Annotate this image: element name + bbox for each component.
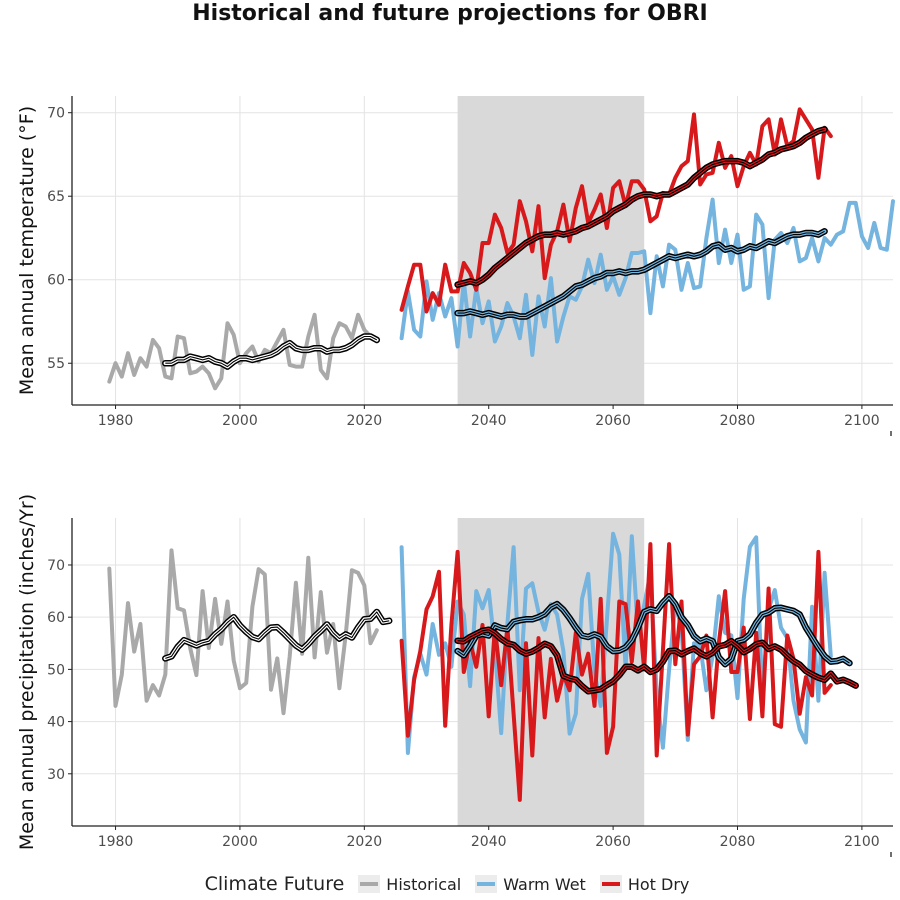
chart-canvas: 1980 2000 2020 2040 2060 2080 2100 55 60 65 70 Mean… [16,96,895,857]
legend-key-warm-wet [475,875,498,893]
warm-wet-smoothed-line [457,595,850,665]
x-tick-label: 2060 [595,413,631,429]
y-tick-label: 55 [47,356,65,372]
x-tick-label: 2000 [222,413,258,429]
x-tick-label: 1980 [98,834,134,850]
legend-key-historical [358,875,381,893]
legend-item-warm-wet: Warm Wet [475,875,586,894]
panel-1: 1980 2000 2020 2040 2060 2080 2100 55 60 65 70 Mean… [16,96,895,436]
hot-dry-smoothed-line [457,128,825,286]
historical-smoothed-line [165,611,390,659]
x-tick-label: 2020 [347,413,383,429]
y-tick-label: 65 [47,189,65,205]
legend-item-hot-dry: Hot Dry [599,874,690,894]
legend-label-warm-wet: Warm Wet [503,874,586,894]
x-tick-label: 2060 [595,834,631,850]
historical-smoothed-line [165,335,378,368]
legend-title: Climate Future [204,873,345,895]
x-tick-label: 2080 [720,834,756,850]
x-tick-label: 2040 [471,413,507,429]
y-tick-label: 70 [47,558,65,574]
x-tick-label: 2080 [720,413,756,429]
warm-wet-smoothed-line [457,230,825,318]
y-tick-label: 60 [47,273,65,289]
hot-dry-smoothed-line [457,629,856,692]
legend: Climate Future Historical Warm Wet Hot D… [0,870,900,898]
x-tick-label: 2000 [222,834,258,850]
legend-item-historical: Historical [358,875,461,894]
y-tick-label: 60 [47,610,65,626]
y-tick-label: 70 [47,106,65,122]
historical-smoothed-outline [162,333,381,370]
panel-2: 1980 2000 2020 2040 2060 2080 2100 30 40 50 60 70 Me… [16,494,893,857]
legend-key-hot-dry [599,875,622,893]
legend-label-hot-dry: Hot Dry [627,874,690,894]
y-tick-label: 30 [47,767,65,783]
warm-wet-line [399,197,895,357]
y-axis-label: Mean annual temperature (°F) [16,106,38,395]
y-tick-label: 50 [47,662,65,678]
hot-dry-line [399,542,833,802]
chart-title: Historical and future projections for OB… [192,1,708,26]
legend-label-historical: Historical [386,874,462,894]
y-axis-label: Mean annual precipitation (inches/Yr) [16,494,38,850]
x-tick-label: 2100 [844,834,880,850]
x-tick-label: 2040 [471,834,507,850]
x-tick-label: 1980 [98,413,134,429]
y-tick-label: 40 [47,715,65,731]
x-tick-label: 2100 [844,413,880,429]
x-tick-label: 2020 [347,834,383,850]
